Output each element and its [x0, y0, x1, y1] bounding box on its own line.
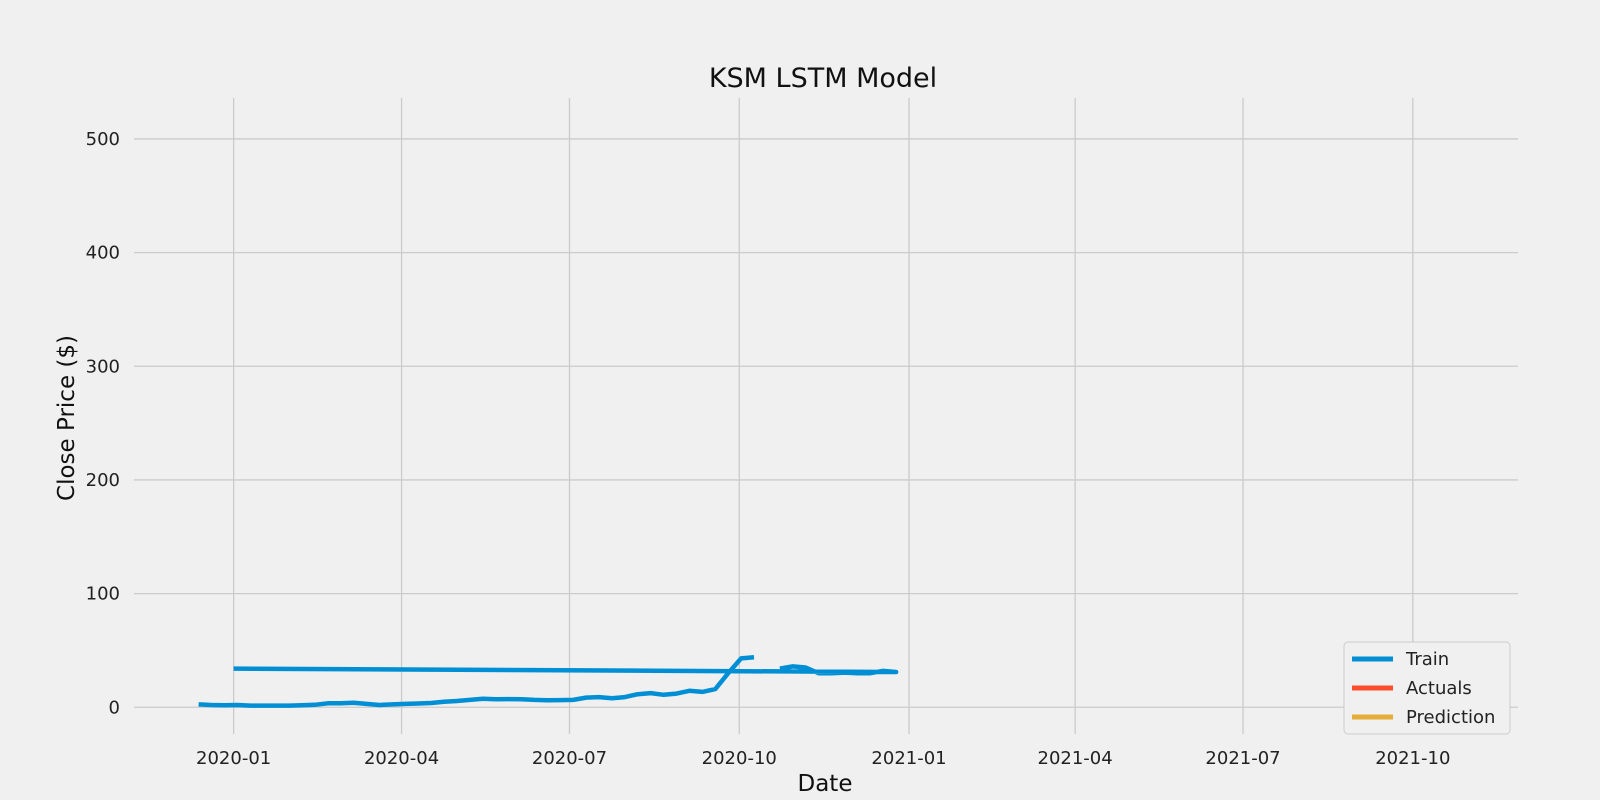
train-data-point: [301, 704, 303, 706]
y-tick-label: 500: [86, 129, 120, 150]
train-data-point: [830, 672, 832, 674]
train-data-point: [339, 702, 341, 704]
train-data-point: [210, 704, 212, 706]
train-data-point: [249, 704, 251, 706]
train-data-point: [637, 693, 639, 695]
train-data-point: [494, 698, 496, 700]
y-tick-label: 0: [109, 697, 120, 718]
train-data-point: [856, 672, 858, 674]
train-data-point: [314, 704, 316, 706]
train-data-point: [223, 704, 225, 706]
train-data-point: [559, 699, 561, 701]
train-series-line: [198, 655, 755, 708]
train-data-point: [753, 656, 755, 658]
train-data-point: [378, 704, 380, 706]
train-data-point: [817, 672, 819, 674]
train-data-point: [624, 696, 626, 698]
legend-label-train: Train: [1405, 649, 1449, 670]
x-axis-label: Date: [798, 771, 853, 797]
train-data-point: [482, 698, 484, 700]
y-tick-label: 100: [86, 584, 120, 605]
x-tick-label: 2020-07: [532, 748, 607, 769]
grid: [134, 98, 1518, 734]
train-data-point: [843, 671, 845, 673]
x-tick-label: 2021-01: [871, 748, 946, 769]
train-data-point: [417, 702, 419, 704]
train-data-point: [232, 667, 234, 669]
train-data-point: [546, 699, 548, 701]
y-tick-label: 200: [86, 470, 120, 491]
x-tick-label: 2020-10: [702, 748, 777, 769]
train-data-point: [507, 698, 509, 700]
train-data-point: [675, 692, 677, 694]
train-data-point: [365, 703, 367, 705]
train-data-point: [443, 701, 445, 703]
train-data-point: [611, 697, 613, 699]
series-layer: [197, 655, 899, 708]
legend-box: [1343, 641, 1511, 735]
train-data-point: [869, 672, 871, 674]
train-data-point: [404, 703, 406, 705]
train-data-point: [792, 665, 794, 667]
train-data-point: [701, 691, 703, 693]
train-data-point: [275, 704, 277, 706]
train-data-point: [391, 703, 393, 705]
train-data-point: [533, 699, 535, 701]
train-data-point: [895, 671, 897, 673]
train-data-point: [288, 704, 290, 706]
chart-title: KSM LSTM Model: [709, 63, 937, 94]
train-data-point: [779, 667, 781, 669]
train-data-point: [262, 704, 264, 706]
train-data-point: [327, 702, 329, 704]
ticks: 0 100 200 300 400 500 2020-01 2020-04 2020-07 202…: [86, 129, 1451, 769]
y-axis-label: Close Price ($): [54, 335, 80, 501]
x-tick-label: 2020-01: [196, 748, 271, 769]
y-tick-label: 400: [86, 243, 120, 264]
train-data-point: [714, 688, 716, 690]
x-tick-label: 2020-04: [364, 748, 439, 769]
train-data-point: [352, 702, 354, 704]
legend-label-prediction: Prediction: [1406, 707, 1495, 728]
train-data-point: [882, 670, 884, 672]
train-data-point: [572, 699, 574, 701]
train-data-point: [740, 657, 742, 659]
train-data-point: [430, 702, 432, 704]
train-data-point: [805, 666, 807, 668]
legend-label-actuals: Actuals: [1406, 678, 1472, 699]
x-tick-label: 2021-10: [1375, 748, 1450, 769]
train-data-point: [197, 703, 199, 705]
train-data-point: [688, 690, 690, 692]
x-tick-label: 2021-04: [1038, 748, 1113, 769]
train-data-point: [649, 692, 651, 694]
train-data-point: [236, 704, 238, 706]
train-data-point: [598, 696, 600, 698]
legend: Train Actuals Prediction: [1343, 641, 1511, 735]
train-data-point: [520, 698, 522, 700]
train-data-point: [585, 696, 587, 698]
train-data-point: [662, 694, 664, 696]
train-data-point: [469, 699, 471, 701]
x-tick-label: 2021-07: [1205, 748, 1280, 769]
train-data-point: [456, 700, 458, 702]
y-tick-label: 300: [86, 356, 120, 377]
train-series-line: [233, 664, 899, 676]
